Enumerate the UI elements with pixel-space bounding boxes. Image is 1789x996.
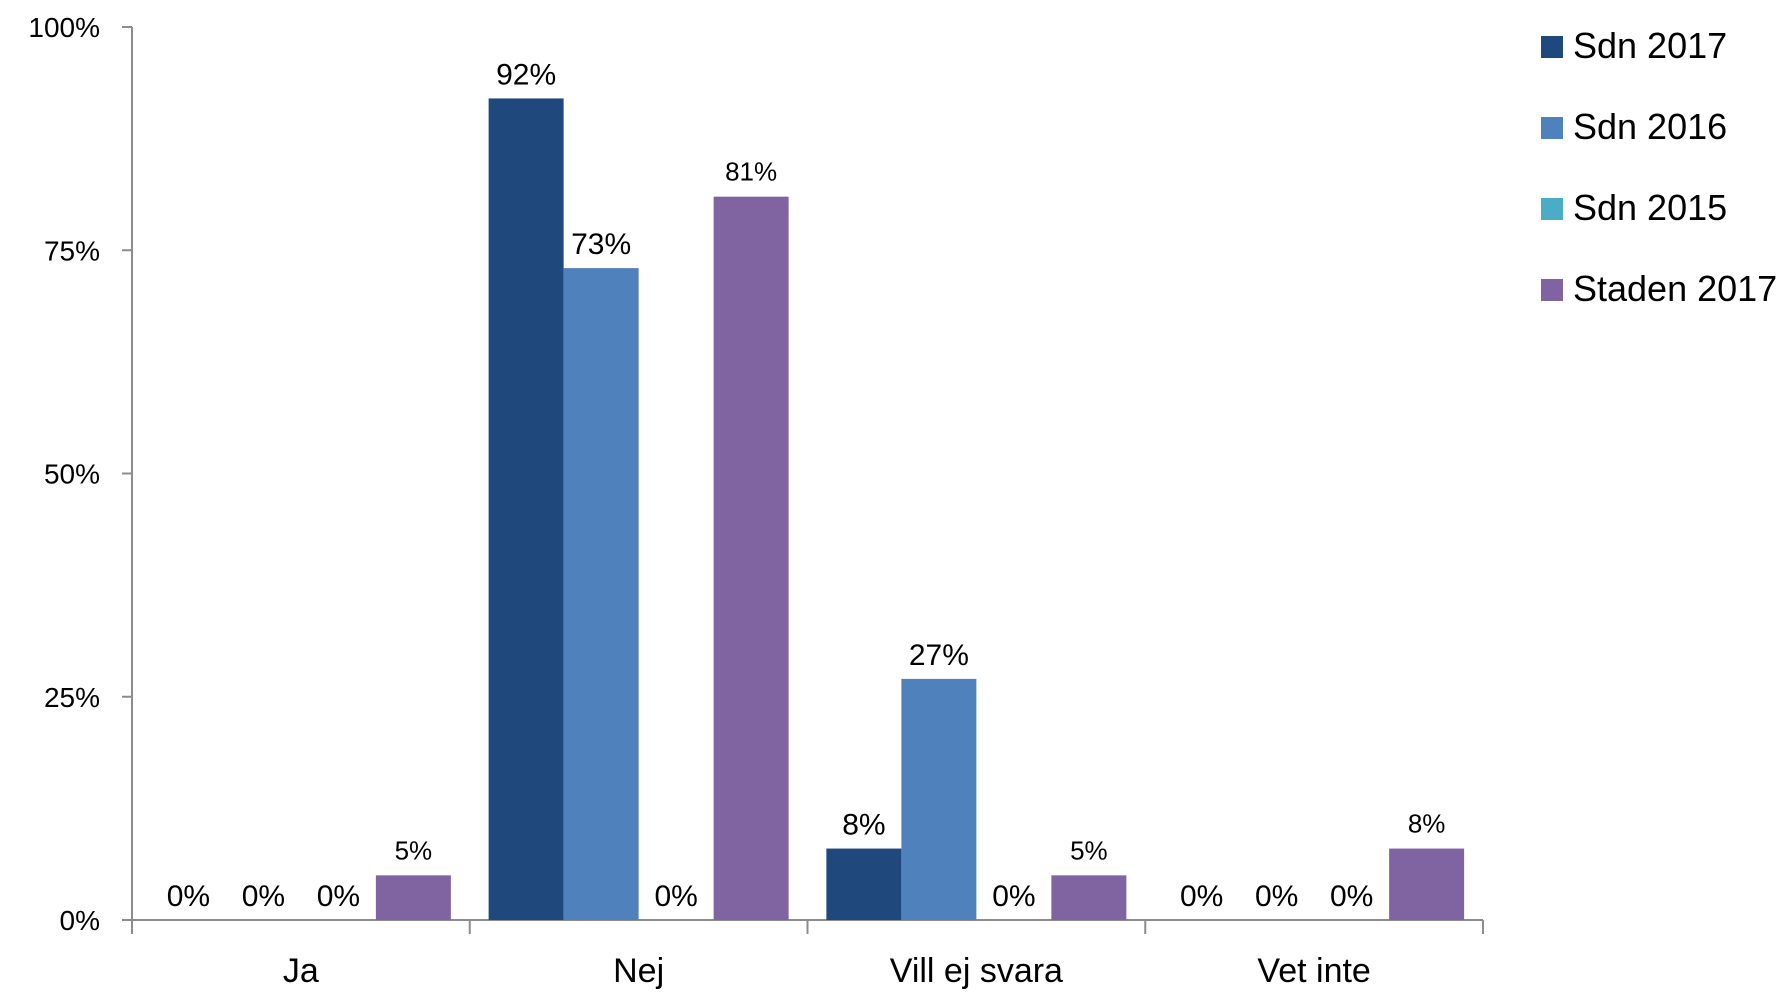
bar (1051, 875, 1127, 920)
legend-label: Sdn 2017 (1573, 25, 1727, 66)
data-label: 0% (1255, 880, 1298, 913)
bars (375, 98, 1465, 921)
x-tick-label: Vill ej svara (890, 952, 1063, 990)
data-label: 0% (1180, 880, 1223, 913)
y-tick-label: 0% (60, 905, 100, 936)
data-label: 0% (992, 880, 1035, 913)
axes: 0% 25% 50% 75% 100% Ja Nej Vill ej svara Vet int… (28, 12, 1484, 990)
data-label: 0% (317, 880, 360, 913)
data-label: 8% (842, 809, 885, 842)
legend-label: Staden 2017 (1573, 268, 1777, 309)
data-label: 0% (654, 880, 697, 913)
x-tick-label: Ja (283, 952, 319, 990)
legend-swatch (1541, 279, 1563, 301)
bar (826, 848, 902, 920)
data-labels: 0% 0% 0% 5% 92% 73% 0% 81% 8% 27% 0% 5% 0% 0% 0% 8% (167, 58, 1446, 913)
bar (713, 196, 789, 921)
bar (488, 98, 564, 920)
y-tick-label: 50% (44, 459, 100, 490)
data-label: 5% (1070, 835, 1108, 865)
data-label: 0% (242, 880, 285, 913)
legend-swatch (1541, 36, 1563, 58)
bar (901, 678, 977, 920)
data-label: 5% (395, 835, 433, 865)
x-tick-label: Nej (613, 952, 664, 990)
x-tick-label: Vet inte (1257, 952, 1370, 990)
data-label: 0% (167, 880, 210, 913)
data-label: 73% (571, 228, 631, 261)
legend: Sdn 2017 Sdn 2016 Sdn 2015 Staden 2017 (1541, 25, 1777, 309)
legend-label: Sdn 2015 (1573, 187, 1727, 228)
data-label: 81% (725, 157, 777, 187)
y-tick-label: 25% (44, 682, 100, 713)
bar (563, 268, 639, 920)
bar (1389, 848, 1465, 920)
legend-swatch (1541, 198, 1563, 220)
y-tick-label: 100% (28, 12, 100, 43)
data-label: 92% (496, 58, 556, 91)
data-label: 0% (1330, 880, 1373, 913)
y-tick-label: 75% (44, 235, 100, 266)
legend-label: Sdn 2016 (1573, 106, 1727, 147)
bar (375, 875, 451, 920)
data-label: 8% (1408, 809, 1446, 839)
data-label: 27% (909, 639, 969, 672)
legend-swatch (1541, 117, 1563, 139)
